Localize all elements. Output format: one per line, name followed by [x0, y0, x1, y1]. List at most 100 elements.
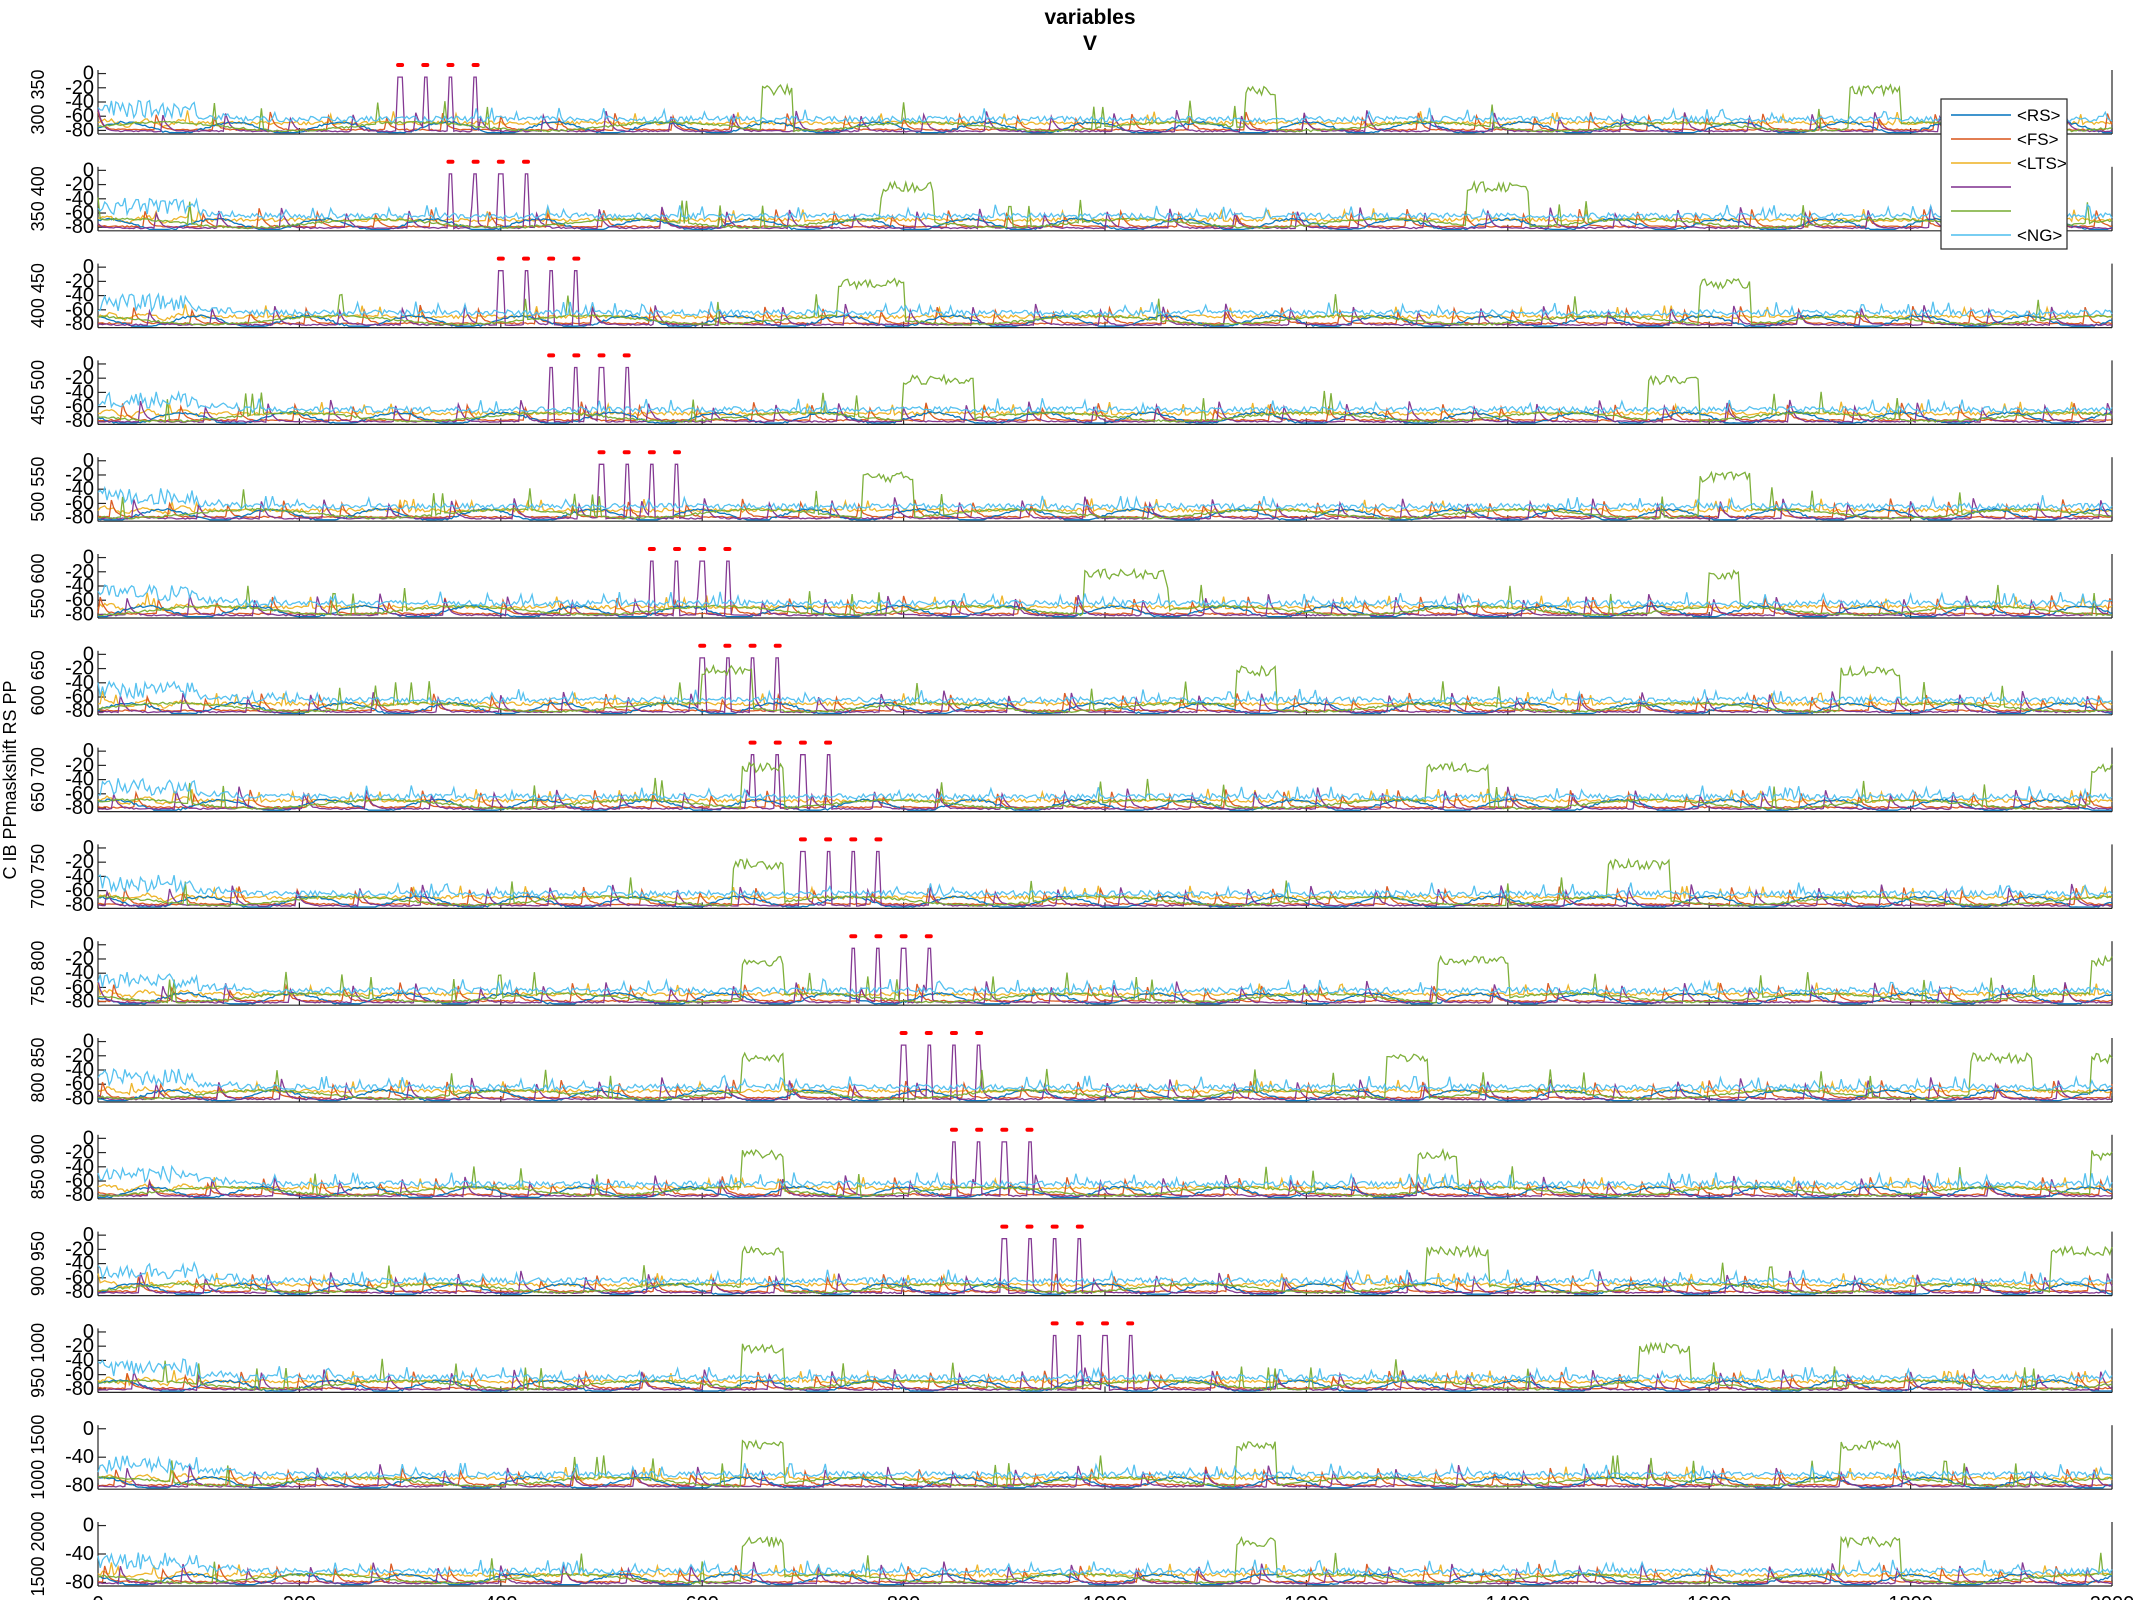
y-tick-label: -40: [65, 865, 94, 887]
pulse-marker: [723, 643, 732, 648]
y-tick-label: -60: [65, 976, 94, 998]
pulse-marker: [673, 547, 682, 551]
pulse-marker: [673, 450, 682, 455]
panel-side-label: 900 950: [28, 1231, 48, 1296]
y-tick-label: 0: [83, 837, 94, 859]
pulse-marker: [446, 63, 455, 67]
panel-side-label: 550 600: [28, 553, 48, 618]
x-tick-label: 200: [283, 1593, 316, 1600]
pulse-marker: [547, 256, 556, 261]
pulse-marker: [572, 353, 581, 358]
series-trace-5: [97, 1068, 2113, 1092]
pulse-marker: [521, 159, 530, 164]
y-tick-label: -60: [65, 783, 94, 805]
series-trace-4: [97, 179, 2113, 230]
y-tick-label: -20: [65, 658, 94, 680]
x-axis: 0 200 400 600 800 1000 1200 1400 1600 1800 2000: [92, 1593, 2133, 1600]
y-tick-label: -40: [65, 1156, 94, 1178]
y-tick-label: -40: [65, 285, 94, 307]
pulse-marker: [547, 353, 556, 358]
series-trace-4: [97, 1147, 2113, 1198]
series-trace-4: [97, 373, 2113, 423]
panel-2: 0-20-40-60-80 350 400: [28, 159, 2113, 238]
y-tick-label: -20: [65, 270, 94, 292]
series-trace-2: [97, 1271, 2113, 1290]
pulse-marker: [1075, 1224, 1084, 1229]
pulse-marker: [773, 740, 782, 745]
y-tick-label: -60: [65, 880, 94, 902]
y-tick-label: 0: [83, 450, 94, 472]
panel-8: 0-20-40-60-80 650 700: [28, 740, 2113, 819]
y-tick-label: -60: [65, 1170, 94, 1192]
panel-side-label: 300 350: [28, 69, 48, 134]
series-trace-1: [98, 304, 2113, 326]
panel-side-label: 350 400: [28, 166, 48, 231]
y-axis-label: C IB PPmaskshift RS PP: [0, 680, 20, 879]
y-tick-label: 0: [83, 740, 94, 762]
series-trace-3: [97, 560, 2113, 617]
legend-label: <LTS>: [2017, 154, 2067, 173]
series-trace-4: [97, 1439, 2113, 1488]
x-tick-label: 600: [686, 1593, 719, 1600]
pulse-marker: [849, 837, 858, 842]
y-tick-label: -80: [65, 119, 94, 141]
pulse-marker: [1075, 1321, 1084, 1326]
x-tick-label: 400: [484, 1593, 517, 1600]
y-tick-label: -80: [65, 216, 94, 238]
pulse-marker: [723, 547, 732, 551]
pulse-marker: [572, 256, 581, 261]
pulse-marker: [924, 1031, 933, 1035]
panel-15: 0 -40 -80 1000 1500: [28, 1415, 2113, 1500]
y-tick-label: -40: [65, 575, 94, 597]
series-trace-3: [97, 850, 2113, 908]
series-trace-4: [97, 470, 2113, 520]
y-tick-label: -40: [65, 672, 94, 694]
series-trace-5: [97, 1164, 2113, 1189]
panel-side-label: 650 700: [28, 747, 48, 812]
series-trace-3: [97, 1044, 2113, 1101]
series-trace-4: [97, 760, 2113, 810]
y-tick-label: -80: [65, 1475, 94, 1497]
pulse-marker: [798, 837, 807, 842]
pulse-marker: [698, 643, 707, 648]
series-trace-5: [97, 583, 2113, 609]
pulse-marker: [396, 63, 405, 67]
panel-7: 0-20-40-60-80 600 650: [28, 643, 2113, 722]
y-tick-label: -40: [65, 1543, 94, 1565]
y-tick-label: -80: [65, 797, 94, 819]
series-trace-5: [97, 874, 2113, 899]
y-tick-label: 0: [83, 547, 94, 569]
panel-side-label: 1000 1500: [28, 1415, 48, 1500]
pulse-marker: [1000, 1127, 1009, 1132]
y-tick-label: -20: [65, 1142, 94, 1164]
pulse-marker: [597, 450, 606, 455]
panel-14: 0-20-40-60-80 950 1000: [28, 1321, 2113, 1400]
pulse-marker: [1126, 1321, 1135, 1326]
legend-box: [1940, 98, 2068, 250]
series-trace-4: [97, 1051, 2113, 1101]
y-tick-label: -60: [65, 686, 94, 708]
panel-5: 0-20-40-60-80 500 550: [28, 450, 2113, 529]
y-tick-label: 0: [83, 1321, 94, 1343]
y-tick-label: -40: [65, 91, 94, 113]
series-trace-5: [97, 1358, 2113, 1383]
y-tick-label: -80: [65, 507, 94, 529]
series-trace-3: [97, 1238, 2113, 1295]
series-trace-4: [97, 82, 2113, 133]
panel-3: 0-20-40-60-80 400 450: [28, 256, 2113, 335]
pulse-marker: [446, 159, 455, 164]
pulse-marker: [647, 450, 656, 455]
panel-side-label: 950 1000: [28, 1323, 48, 1398]
series-trace-0: [97, 895, 2113, 908]
panel-11: 0-20-40-60-80 800 850: [28, 1031, 2113, 1109]
y-tick-label: 0: [83, 1031, 94, 1053]
series-trace-2: [97, 788, 2113, 805]
panel-side-label: 1500 2000: [28, 1511, 48, 1596]
y-tick-label: -80: [65, 410, 94, 432]
y-tick-label: -20: [65, 754, 94, 776]
x-tick-label: 1200: [1284, 1593, 1329, 1600]
x-tick-label: 1400: [1486, 1593, 1531, 1600]
panel-4: 0-20-40-60-80 450 500: [28, 353, 2113, 432]
pulse-marker: [874, 934, 883, 939]
chart-title: variables: [1044, 6, 1135, 29]
